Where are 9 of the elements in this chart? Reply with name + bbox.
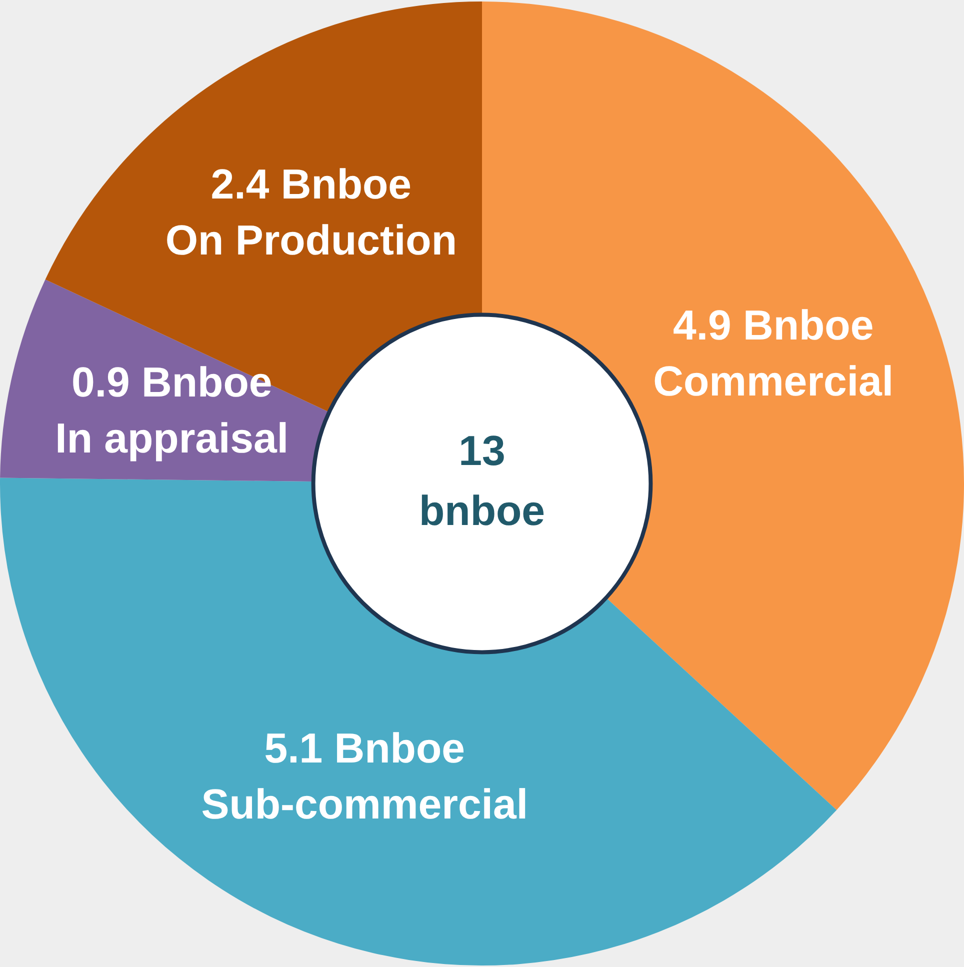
data-label: 5.1 Bnboe bbox=[264, 724, 465, 772]
slice-label: In appraisal bbox=[55, 414, 289, 462]
data-label: 0.9 Bnboe bbox=[71, 358, 272, 406]
slice-label: Commercial bbox=[653, 357, 894, 404]
data-label: 4.9 Bnboe bbox=[672, 301, 874, 348]
slice-label: On Production bbox=[165, 216, 457, 264]
slice-label: Sub-commercial bbox=[201, 780, 528, 828]
data-label: 2.4 Bnboe bbox=[210, 160, 412, 208]
text: 13 bnboe bbox=[419, 427, 545, 534]
